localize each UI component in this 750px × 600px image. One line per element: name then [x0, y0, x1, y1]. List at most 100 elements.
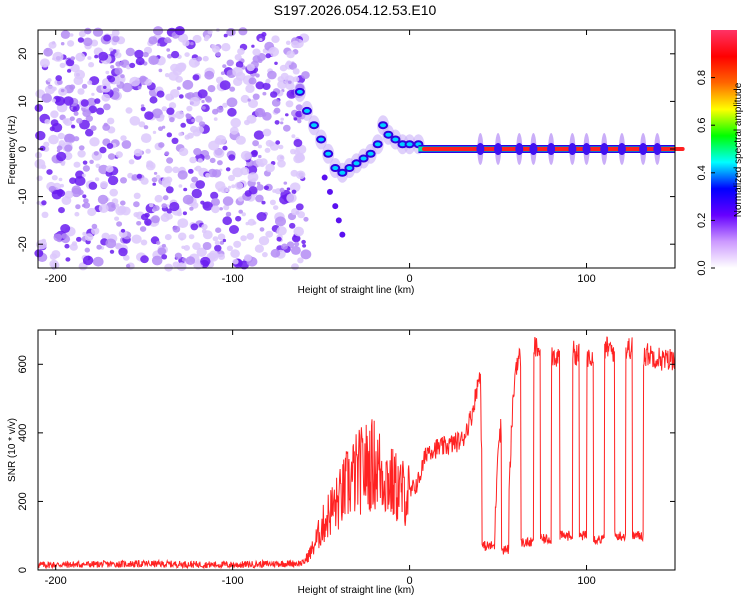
- noise-blob: [283, 124, 291, 132]
- noise-blob: [220, 71, 225, 75]
- y-tick-label: 200: [17, 492, 29, 510]
- noise-blob: [114, 51, 122, 59]
- noise-blob: [75, 204, 81, 210]
- noise-blob: [107, 153, 116, 160]
- noise-blob: [201, 223, 208, 230]
- noise-blob: [240, 150, 252, 161]
- carrier-peak: [466, 147, 477, 151]
- noise-blob: [218, 253, 225, 260]
- noise-blob: [264, 147, 271, 153]
- noise-blob: [49, 253, 58, 260]
- noise-blob: [262, 128, 272, 137]
- noise-blob: [69, 177, 77, 184]
- noise-blob: [200, 200, 205, 205]
- noise-blob: [82, 231, 87, 236]
- noise-blob: [120, 74, 125, 79]
- noise-blob: [120, 177, 127, 184]
- noise-blob: [156, 43, 161, 47]
- noise-blob: [222, 216, 232, 226]
- noise-blob: [151, 255, 163, 266]
- noise-blob: [97, 194, 109, 205]
- noise-blob: [65, 58, 75, 67]
- noise-blob: [286, 60, 292, 66]
- noise-blob: [189, 182, 197, 189]
- noise-blob: [291, 134, 296, 139]
- noise-blob: [226, 28, 236, 37]
- noise-blob: [302, 244, 307, 248]
- noise-blob: [275, 140, 281, 145]
- noise-blob: [77, 37, 84, 43]
- noise-blob: [73, 161, 81, 168]
- noise-blob: [50, 110, 59, 119]
- noise-blob: [160, 114, 165, 119]
- noise-blob: [67, 40, 75, 47]
- noise-blob: [74, 176, 86, 186]
- noise-blob: [100, 181, 109, 189]
- noise-blob: [76, 117, 83, 124]
- burst-blob: [529, 143, 538, 155]
- noise-blob: [171, 50, 180, 59]
- colorbar: 0.0 0.2 0.4 0.6 0.8 Normalized spectral ampl…: [696, 30, 744, 276]
- colorbar-tick-label: 0.8: [696, 70, 708, 85]
- carrier-peak: [674, 147, 685, 151]
- noise-blob: [234, 181, 244, 190]
- snr-series-line: [37, 336, 676, 570]
- noise-blob: [211, 169, 222, 178]
- noise-blob: [128, 159, 135, 165]
- noise-blob: [142, 51, 149, 58]
- noise-blob: [291, 208, 300, 216]
- noise-blob: [151, 177, 158, 183]
- noise-blob: [269, 141, 275, 147]
- noise-blob: [158, 126, 163, 131]
- noise-blob: [270, 91, 278, 98]
- noise-blob: [198, 121, 206, 127]
- noise-blob: [156, 90, 165, 98]
- noise-blob: [175, 110, 185, 120]
- noise-blob: [120, 135, 127, 142]
- noise-blob: [63, 96, 74, 106]
- noise-blob: [88, 181, 98, 190]
- noise-blob: [144, 111, 154, 120]
- noise-blob: [287, 80, 292, 84]
- noise-blob: [71, 124, 76, 129]
- noise-blob: [84, 247, 91, 253]
- noise-blob: [69, 243, 78, 251]
- noise-blob: [95, 163, 101, 168]
- noise-blob: [103, 122, 108, 127]
- noise-blob: [77, 88, 85, 95]
- noise-blob: [138, 121, 146, 128]
- colorbar-tick-label: 0.0: [696, 260, 708, 275]
- noise-blob: [151, 215, 160, 224]
- noise-blob: [129, 62, 136, 69]
- track-core: [374, 142, 381, 147]
- noise-blob: [166, 48, 171, 52]
- noise-blob: [262, 91, 267, 96]
- noise-blob: [181, 257, 187, 262]
- branch-blob: [332, 203, 339, 210]
- noise-blob: [140, 106, 146, 112]
- carrier-peak: [421, 147, 432, 151]
- noise-blob: [111, 29, 120, 37]
- noise-blob: [88, 105, 98, 114]
- noise-blob: [174, 26, 185, 36]
- noise-blob: [213, 148, 225, 159]
- noise-blob: [52, 51, 64, 62]
- noise-blob: [251, 149, 258, 156]
- noise-blob: [49, 126, 55, 132]
- x-tick-label: -200: [45, 273, 67, 285]
- noise-blob: [225, 211, 232, 217]
- noise-blob: [294, 241, 300, 247]
- noise-blob: [125, 47, 135, 57]
- noise-blob: [146, 160, 154, 167]
- noise-blob: [131, 234, 142, 244]
- noise-blob: [259, 227, 265, 232]
- noise-blob: [201, 99, 205, 104]
- noise-blob: [187, 132, 194, 139]
- noise-blob: [111, 204, 116, 208]
- noise-blob: [265, 230, 274, 238]
- noise-blob: [211, 205, 220, 214]
- noise-blob: [295, 203, 304, 211]
- y-tick-label: 10: [17, 95, 29, 107]
- noise-blob: [96, 244, 102, 250]
- noise-blob: [165, 186, 174, 194]
